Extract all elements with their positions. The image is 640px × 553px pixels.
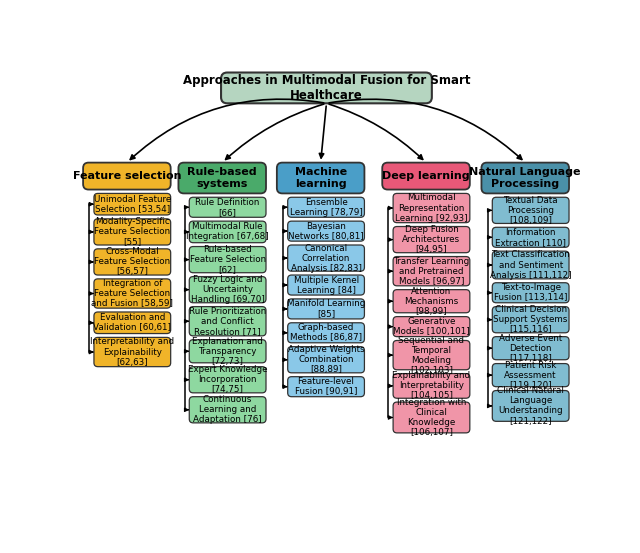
FancyBboxPatch shape <box>393 341 470 370</box>
FancyBboxPatch shape <box>492 306 569 333</box>
FancyBboxPatch shape <box>94 337 171 367</box>
FancyBboxPatch shape <box>288 299 364 319</box>
FancyBboxPatch shape <box>393 317 470 337</box>
FancyBboxPatch shape <box>83 163 171 190</box>
FancyBboxPatch shape <box>189 340 266 363</box>
FancyBboxPatch shape <box>492 363 569 387</box>
FancyBboxPatch shape <box>189 276 266 302</box>
Text: Multimodal Rule
Integration [67,68]: Multimodal Rule Integration [67,68] <box>186 222 269 242</box>
FancyBboxPatch shape <box>189 367 266 393</box>
Text: Evaluation and
Validation [60,61]: Evaluation and Validation [60,61] <box>93 313 172 332</box>
Text: Bayesian
Networks [80,81]: Bayesian Networks [80,81] <box>288 222 364 241</box>
FancyBboxPatch shape <box>288 197 364 217</box>
Text: Graph-based
Methods [86,87]: Graph-based Methods [86,87] <box>290 324 362 342</box>
FancyBboxPatch shape <box>189 197 266 217</box>
FancyBboxPatch shape <box>382 163 470 190</box>
FancyBboxPatch shape <box>288 221 364 241</box>
Text: Cross-Modal
Feature Selection
[56,57]: Cross-Modal Feature Selection [56,57] <box>94 247 170 276</box>
FancyBboxPatch shape <box>179 163 266 194</box>
Text: Rule Definition
[66]: Rule Definition [66] <box>195 198 260 217</box>
FancyBboxPatch shape <box>288 245 364 271</box>
Text: Text-to-Image
Fusion [113,114]: Text-to-Image Fusion [113,114] <box>494 283 568 302</box>
FancyBboxPatch shape <box>94 194 171 215</box>
FancyBboxPatch shape <box>393 290 470 313</box>
Text: Multiple Kernel
Learning [84]: Multiple Kernel Learning [84] <box>294 275 358 295</box>
Text: Text Classification
and Sentiment
Analysis [111,112]: Text Classification and Sentiment Analys… <box>490 251 572 280</box>
Text: Feature selection: Feature selection <box>72 171 181 181</box>
Text: Clinical Natural
Language
Understanding
[121,122]: Clinical Natural Language Understanding … <box>497 387 564 425</box>
Text: Patient Risk
Assessment
[119,120]: Patient Risk Assessment [119,120] <box>504 361 557 390</box>
FancyBboxPatch shape <box>492 283 569 302</box>
FancyBboxPatch shape <box>492 251 569 279</box>
Text: Sequential and
Temporal
Modeling
[102,103]: Sequential and Temporal Modeling [102,10… <box>399 336 465 375</box>
FancyBboxPatch shape <box>94 279 171 308</box>
Text: Rule-based
Feature Selection
[62]: Rule-based Feature Selection [62] <box>189 245 266 274</box>
FancyBboxPatch shape <box>221 72 432 103</box>
Text: Interpretability and
Explainability
[62,63]: Interpretability and Explainability [62,… <box>90 337 174 367</box>
FancyBboxPatch shape <box>189 397 266 423</box>
Text: Explainability and
Interpretability
[104,105]: Explainability and Interpretability [104… <box>392 372 470 400</box>
Text: Deep learning: Deep learning <box>382 171 470 181</box>
Text: Deep Fusion
Architectures
[94,95]: Deep Fusion Architectures [94,95] <box>403 225 461 254</box>
FancyBboxPatch shape <box>393 402 470 433</box>
Text: Modality-Specific
Feature Selection
[55]: Modality-Specific Feature Selection [55] <box>94 217 170 247</box>
Text: Rule Prioritization
and Conflict
Resolution [71]: Rule Prioritization and Conflict Resolut… <box>189 307 266 336</box>
FancyBboxPatch shape <box>288 377 364 397</box>
FancyBboxPatch shape <box>288 347 364 373</box>
FancyBboxPatch shape <box>492 390 569 421</box>
FancyBboxPatch shape <box>492 227 569 247</box>
Text: Adaptive Weights
Combination
[88,89]: Adaptive Weights Combination [88,89] <box>288 345 364 374</box>
FancyBboxPatch shape <box>481 163 569 194</box>
FancyBboxPatch shape <box>288 323 364 343</box>
FancyBboxPatch shape <box>492 337 569 360</box>
FancyBboxPatch shape <box>277 163 364 194</box>
FancyBboxPatch shape <box>189 247 266 273</box>
Text: Rule-based
systems: Rule-based systems <box>188 168 257 189</box>
FancyBboxPatch shape <box>94 219 171 245</box>
Text: Integration of
Feature Selection
and Fusion [58,59]: Integration of Feature Selection and Fus… <box>92 279 173 308</box>
FancyBboxPatch shape <box>94 249 171 275</box>
FancyBboxPatch shape <box>94 312 171 333</box>
Text: Transfer Learning
and Pretrained
Models [96,97]: Transfer Learning and Pretrained Models … <box>394 257 470 286</box>
Text: Natural Language
Processing: Natural Language Processing <box>470 168 581 189</box>
Text: Canonical
Correlation
Analysis [82,83]: Canonical Correlation Analysis [82,83] <box>291 243 362 273</box>
FancyBboxPatch shape <box>393 257 470 286</box>
Text: Machine
learning: Machine learning <box>294 168 347 189</box>
Text: Information
Extraction [110]: Information Extraction [110] <box>495 228 566 247</box>
Text: Clinical Decision
Support Systems
[115,116]: Clinical Decision Support Systems [115,1… <box>493 305 568 334</box>
Text: Expert Knowledge
Incorporation
[74,75]: Expert Knowledge Incorporation [74,75] <box>188 365 268 394</box>
Text: Integration with
Clinical
Knowledge
[106,107]: Integration with Clinical Knowledge [106… <box>397 398 466 437</box>
Text: Feature-level
Fusion [90,91]: Feature-level Fusion [90,91] <box>295 377 357 396</box>
Text: Unimodal Feature
Selection [53,54]: Unimodal Feature Selection [53,54] <box>93 195 171 213</box>
Text: Generative
Models [100,101]: Generative Models [100,101] <box>393 317 470 336</box>
Text: Explanation and
Transparency
[72,73]: Explanation and Transparency [72,73] <box>192 337 263 366</box>
Text: Manifold Learning
[85]: Manifold Learning [85] <box>287 299 365 319</box>
Text: Adverse Event
Detection
[117,118]: Adverse Event Detection [117,118] <box>499 333 563 363</box>
FancyBboxPatch shape <box>492 197 569 223</box>
FancyBboxPatch shape <box>393 194 470 223</box>
FancyBboxPatch shape <box>393 374 470 398</box>
Text: Approaches in Multimodal Fusion for Smart
Healthcare: Approaches in Multimodal Fusion for Smar… <box>182 74 470 102</box>
FancyBboxPatch shape <box>189 221 266 243</box>
Text: Continuous
Learning and
Adaptation [76]: Continuous Learning and Adaptation [76] <box>193 395 262 424</box>
Text: Fuzzy Logic and
Uncertainty
Handling [69,70]: Fuzzy Logic and Uncertainty Handling [69… <box>191 275 264 304</box>
FancyBboxPatch shape <box>393 227 470 253</box>
Text: Textual Data
Processing
[108,109]: Textual Data Processing [108,109] <box>503 196 558 225</box>
FancyBboxPatch shape <box>189 306 266 336</box>
FancyBboxPatch shape <box>288 275 364 295</box>
Text: Multimodal
Representation
Learning [92,93]: Multimodal Representation Learning [92,9… <box>395 194 468 223</box>
Text: Attention
Mechanisms
[98,99]: Attention Mechanisms [98,99] <box>404 286 459 316</box>
Text: Ensemble
Learning [78,79]: Ensemble Learning [78,79] <box>290 198 362 217</box>
